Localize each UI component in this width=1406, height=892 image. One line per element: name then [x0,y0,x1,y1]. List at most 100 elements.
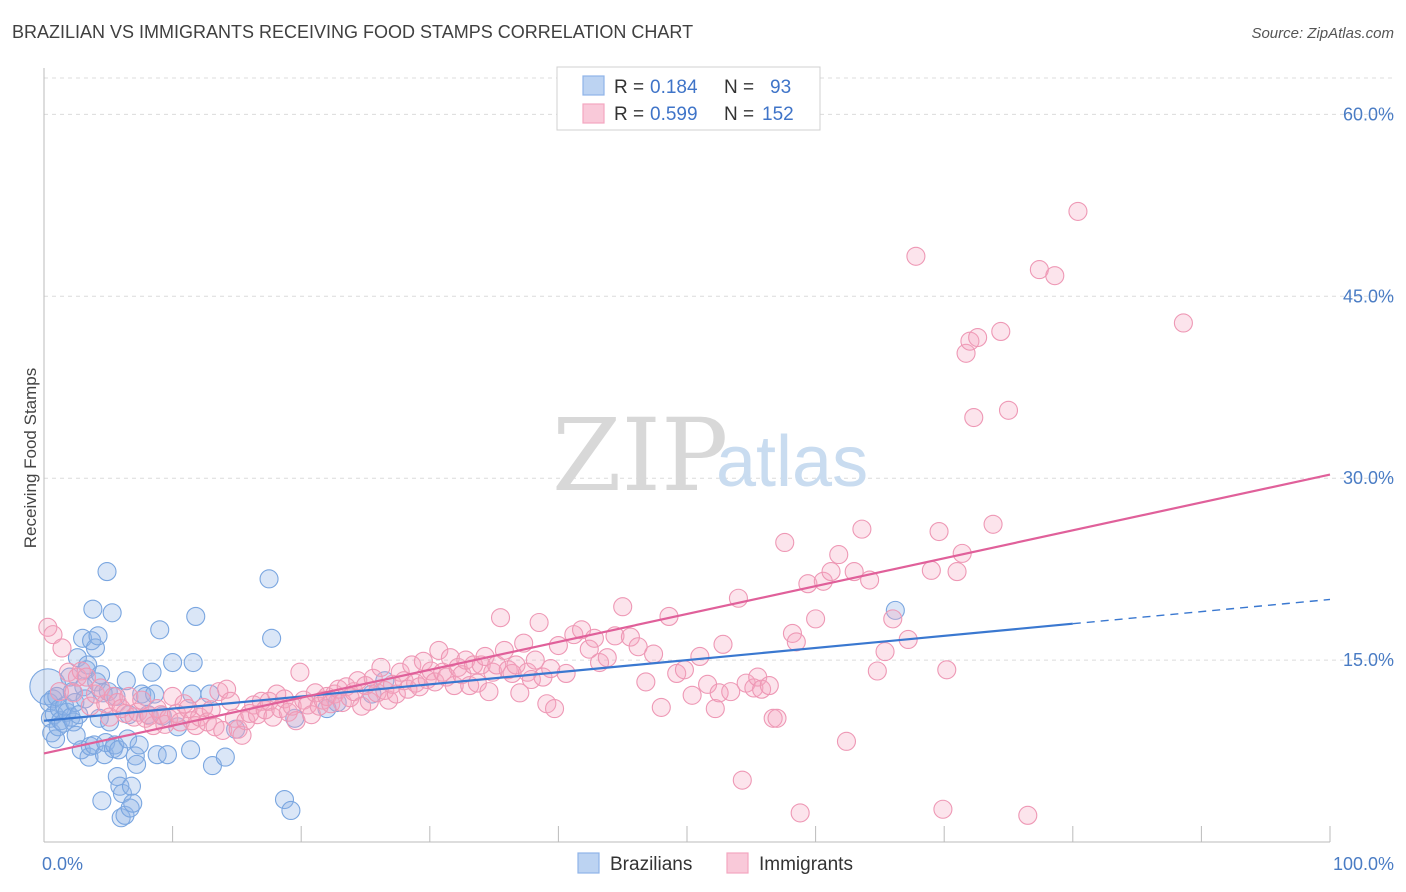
point-brazilians-19 [66,725,86,745]
point-immigrants-115 [494,640,514,660]
point-immigrants-162 [767,708,787,728]
legend-r-label-1: R = [614,104,644,125]
point-brazilians-73 [163,652,183,673]
point-immigrants-90 [398,679,418,699]
legend-r-value-immigrants: 0.599 [650,104,698,125]
point-immigrants-140 [628,637,648,657]
point-brazilians-77 [183,652,203,673]
point-immigrants-191 [983,514,1003,534]
point-immigrants-150 [705,699,725,719]
point-immigrants-62 [290,662,310,682]
point-immigrants-190 [968,327,988,348]
legend-n-value-brazilians: 93 [770,77,791,98]
point-immigrants-142 [644,644,664,664]
point-brazilians-85 [274,790,295,810]
y-tick-label-1: 30.0% [1343,468,1394,488]
point-immigrants-101 [440,648,460,668]
x-tick-label-1: 100.0% [1333,854,1394,874]
point-immigrants-123 [525,650,545,670]
point-immigrants-119 [510,683,530,703]
point-brazilians-70 [150,620,170,640]
point-immigrants-184 [937,660,957,680]
point-brazilians-62 [127,754,147,774]
point-brazilians-0 [29,668,67,706]
chart-title: BRAZILIAN VS IMMIGRANTS RECEIVING FOOD S… [12,22,693,42]
point-brazilians-81 [215,747,235,767]
chart-source: Source: ZipAtlas.com [1251,25,1394,42]
point-immigrants-111 [479,682,499,702]
point-immigrants-147 [682,685,702,705]
legend-bottom-swatch-immigrants [726,852,749,874]
point-immigrants-138 [613,597,633,617]
point-immigrants-148 [690,646,710,667]
point-immigrants-136 [597,648,617,668]
point-immigrants-198 [1173,313,1193,333]
point-immigrants-18 [119,686,139,707]
point-immigrants-98 [429,640,449,660]
legend-bottom-label-immigrants: Immigrants [759,854,853,875]
y-tick-label-2: 45.0% [1343,286,1394,306]
point-immigrants-5 [64,683,84,703]
legend-top: R = 0.184 N = 93 R = 0.599 N = 152 [556,66,821,131]
point-brazilians-69 [147,745,167,765]
point-brazilians-86 [281,800,301,821]
point-brazilians-78 [186,606,206,626]
watermark: ZIP atlas [552,397,868,514]
point-immigrants-3 [52,638,72,658]
point-immigrants-163 [775,532,795,553]
point-brazilians-33 [85,638,105,658]
point-brazilians-75 [181,740,201,760]
legend-bottom: Brazilians Immigrants [577,852,853,875]
point-immigrants-44 [220,691,241,711]
point-immigrants-170 [821,562,841,582]
point-immigrants-187 [956,343,976,363]
trend-line-brazilians [43,622,1073,722]
point-immigrants-43 [217,679,237,699]
point-immigrants-21 [132,690,152,710]
point-brazilians-6 [46,729,66,749]
point-brazilians-38 [92,791,112,811]
point-immigrants-141 [636,672,656,692]
point-immigrants-160 [759,676,779,696]
point-immigrants-189 [964,408,984,428]
gridlines [44,77,1394,661]
point-immigrants-83 [371,657,391,677]
point-immigrants-118 [506,655,526,675]
legend-swatch-brazilians [582,75,605,96]
point-immigrants-193 [998,400,1019,420]
point-immigrants-133 [579,639,599,659]
point-immigrants-7 [71,661,91,681]
y-tick-label-3: 60.0% [1343,104,1394,124]
trend-line-immigrants [43,473,1331,755]
point-brazilians-42 [97,562,117,582]
point-immigrants-2 [49,682,69,702]
legend-n-value-immigrants: 152 [762,104,794,125]
point-brazilians-67 [142,662,162,682]
y-axis-label: Receiving Food Stamps [21,368,40,548]
point-brazilians-55 [116,671,136,691]
x-tick-label-0: 0.0% [42,854,83,874]
point-immigrants-128 [544,699,565,719]
point-immigrants-114 [490,608,511,628]
point-immigrants-146 [674,660,694,680]
point-immigrants-182 [929,521,949,542]
watermark-zip: ZIP [552,397,728,514]
point-brazilians-60 [123,793,143,813]
point-immigrants-176 [867,661,887,681]
point-immigrants-171 [829,545,849,565]
point-immigrants-1 [43,625,63,645]
point-immigrants-181 [921,560,941,580]
point-immigrants-192 [991,321,1011,342]
point-immigrants-185 [947,562,967,582]
point-brazilians-18 [65,692,85,713]
point-immigrants-130 [556,663,576,683]
point-immigrants-153 [721,682,741,702]
point-immigrants-194 [1018,805,1038,825]
point-immigrants-157 [744,678,764,698]
point-brazilians-44 [100,712,120,732]
legend-swatch-immigrants [582,103,605,124]
point-immigrants-152 [713,634,733,654]
point-immigrants-129 [548,635,568,656]
axes [43,68,1331,843]
